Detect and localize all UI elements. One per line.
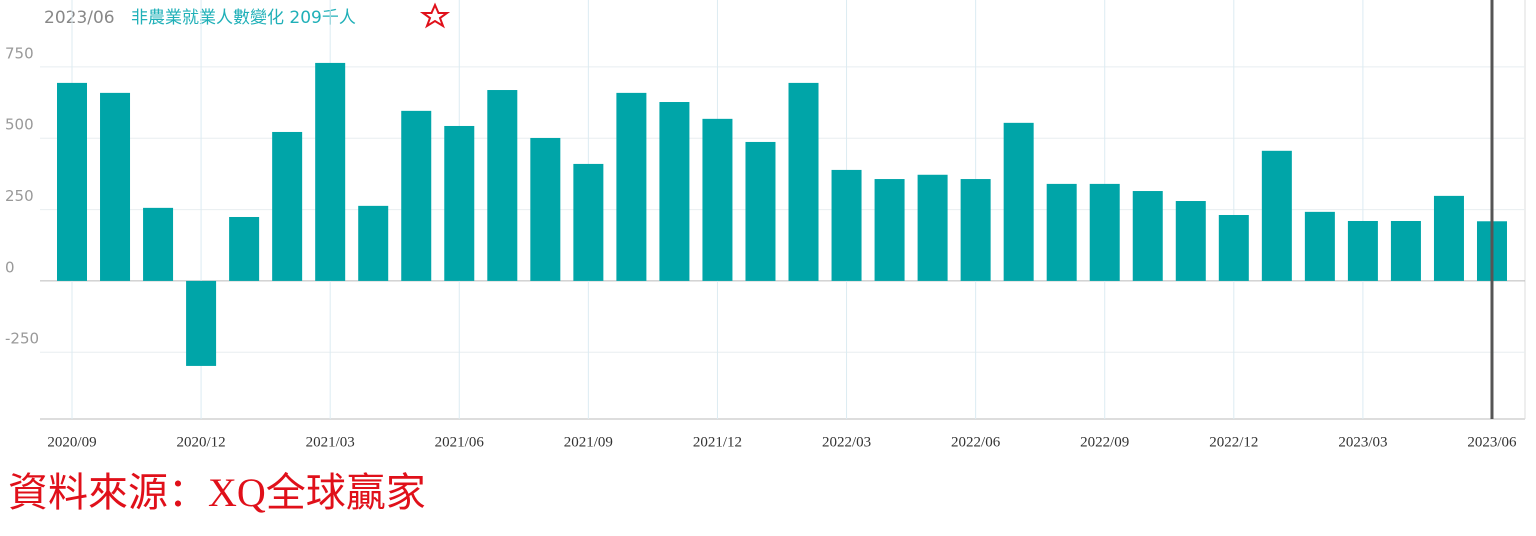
bar (831, 169, 862, 281)
bar (788, 82, 819, 281)
header-date: 2023/06 (44, 8, 115, 28)
x-tick-label: 2022/03 (822, 434, 871, 450)
y-tick-label: 0 (5, 258, 15, 276)
bar (530, 137, 561, 281)
bar (1390, 220, 1421, 281)
bar (401, 110, 432, 281)
bar (444, 125, 475, 281)
bar (616, 92, 647, 281)
x-tick-label: 2021/12 (693, 434, 742, 450)
bar (1046, 183, 1077, 281)
bar (874, 179, 905, 281)
bar (487, 90, 518, 281)
bar (1175, 201, 1206, 281)
x-tick-label: 2020/12 (177, 434, 226, 450)
x-tick-label: 2020/09 (47, 434, 96, 450)
x-tick-label: 2022/12 (1209, 434, 1258, 450)
x-tick-label: 2021/03 (306, 434, 355, 450)
source-note: 資料來源：XQ全球贏家 (8, 470, 426, 515)
bar (229, 216, 260, 281)
bar (1132, 191, 1163, 281)
y-tick-label: -250 (5, 330, 39, 348)
bar (1003, 122, 1034, 281)
bar (358, 205, 389, 281)
x-tick-label: 2021/09 (564, 434, 613, 450)
x-tick-label: 2023/03 (1338, 434, 1387, 450)
bar (745, 141, 776, 281)
bar (960, 179, 991, 281)
y-tick-label: 250 (5, 187, 34, 205)
bar (143, 207, 174, 281)
bar (1089, 183, 1120, 281)
bar (1261, 150, 1292, 281)
bar (1433, 195, 1464, 281)
bar (315, 62, 346, 281)
bar (272, 131, 303, 281)
bar (917, 174, 948, 281)
bar (57, 82, 87, 281)
bar (186, 280, 217, 366)
bar (573, 163, 604, 281)
bar (1347, 220, 1378, 281)
bar (702, 118, 733, 281)
y-tick-label: 750 (5, 44, 34, 62)
x-tick-label: 2022/09 (1080, 434, 1129, 450)
chart-title: 非農業就業人數變化 209千人 (131, 8, 356, 28)
bar (1304, 211, 1335, 281)
favorite-star[interactable] (419, 2, 451, 29)
bar (659, 102, 690, 281)
x-tick-label: 2022/06 (951, 434, 1001, 450)
x-tick-label: 2021/06 (435, 434, 485, 450)
y-tick-label: 500 (5, 116, 34, 134)
bar (100, 92, 131, 281)
x-tick-label: 2023/06 (1467, 434, 1517, 450)
bar (1218, 214, 1249, 281)
